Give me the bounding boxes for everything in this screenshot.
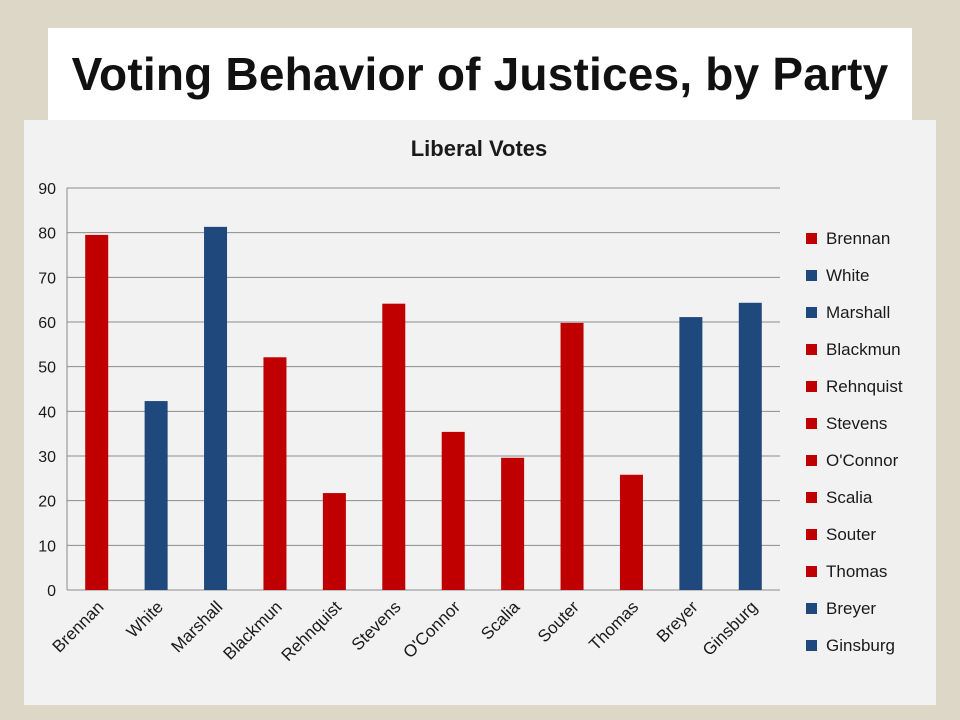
bar-brennan	[85, 234, 109, 590]
y-tick-label: 60	[38, 315, 56, 332]
legend-label: Thomas	[826, 561, 888, 581]
legend-label: Souter	[826, 524, 877, 544]
y-tick-label: 90	[38, 181, 56, 198]
y-tick-label: 0	[47, 583, 56, 600]
legend-swatch	[806, 270, 817, 281]
y-axis-ticks: 0 10 20 30 40 50 60 70 80 90	[38, 181, 56, 600]
x-tick-label: Marshall	[168, 597, 227, 656]
legend-swatch	[806, 233, 817, 244]
legend-swatch	[806, 640, 817, 651]
legend-swatch	[806, 381, 817, 392]
bar-thomas	[619, 474, 643, 590]
legend-label: Stevens	[826, 413, 888, 433]
x-tick-label: Thomas	[585, 597, 642, 654]
legend-item: Scalia	[806, 479, 946, 516]
y-tick-label: 20	[38, 494, 56, 511]
legend-swatch	[806, 344, 817, 355]
bar-rehnquist	[322, 493, 346, 590]
bar-chart: Liberal Votes 0 10 20 30 40 50 60 70 80 90 Brenna…	[38, 136, 780, 665]
legend-label: Scalia	[826, 487, 873, 507]
bar-ginsburg	[738, 302, 762, 590]
x-tick-label: Rehnquist	[278, 597, 346, 665]
legend-item: Ginsburg	[806, 627, 946, 664]
slide-title-box: Voting Behavior of Justices, by Party	[48, 28, 912, 120]
legend-label: O'Connor	[826, 450, 899, 470]
legend-label: Blackmun	[826, 339, 901, 359]
legend-item: Rehnquist	[806, 368, 946, 405]
legend-label: Brennan	[826, 228, 891, 248]
legend-label: Rehnquist	[826, 376, 903, 396]
bar-breyer	[679, 317, 703, 590]
slide-title: Voting Behavior of Justices, by Party	[71, 48, 889, 100]
x-tick-label: Breyer	[653, 597, 702, 646]
legend-label: Breyer	[826, 598, 877, 618]
bar-stevens	[382, 303, 406, 590]
legend-swatch	[806, 455, 817, 466]
x-tick-label: O'Connor	[400, 597, 465, 662]
y-tick-label: 40	[38, 404, 56, 421]
legend-swatch	[806, 307, 817, 318]
legend-item: Blackmun	[806, 331, 946, 368]
chart-title: Liberal Votes	[411, 136, 548, 161]
legend-label: Ginsburg	[826, 635, 895, 655]
x-tick-label: Brennan	[49, 597, 108, 656]
x-tick-label: White	[123, 597, 167, 641]
x-tick-label: Stevens	[348, 597, 405, 654]
legend-swatch	[806, 492, 817, 503]
legend-swatch	[806, 529, 817, 540]
bar-scalia	[501, 457, 525, 590]
chart-legend: Brennan White Marshall Blackmun Rehnquist Ste…	[806, 220, 946, 664]
bar-blackmun	[263, 357, 287, 590]
bars	[85, 226, 762, 591]
legend-swatch	[806, 418, 817, 429]
bar-white	[144, 401, 168, 590]
x-tick-label: Blackmun	[220, 597, 286, 663]
legend-item: Souter	[806, 516, 946, 553]
x-tick-label: Ginsburg	[699, 597, 761, 659]
legend-item: White	[806, 257, 946, 294]
legend-item: Marshall	[806, 294, 946, 331]
legend-label: White	[826, 265, 870, 285]
legend-item: Breyer	[806, 590, 946, 627]
y-tick-label: 80	[38, 226, 56, 243]
y-tick-label: 50	[38, 360, 56, 377]
y-tick-label: 70	[38, 270, 56, 287]
legend-swatch	[806, 603, 817, 614]
x-tick-label: Scalia	[477, 597, 524, 644]
legend-item: O'Connor	[806, 442, 946, 479]
legend-label: Marshall	[826, 302, 891, 322]
legend-item: Brennan	[806, 220, 946, 257]
legend-swatch	[806, 566, 817, 577]
gridlines	[66, 187, 780, 591]
y-tick-label: 10	[38, 538, 56, 555]
x-tick-label: Souter	[534, 597, 583, 646]
y-tick-label: 30	[38, 449, 56, 466]
bar-oconnor	[441, 431, 465, 590]
chart-panel: Liberal Votes 0 10 20 30 40 50 60 70 80 90 Brenna…	[24, 120, 936, 705]
legend-item: Stevens	[806, 405, 946, 442]
legend-item: Thomas	[806, 553, 946, 590]
bar-marshall	[204, 226, 228, 591]
bar-souter	[560, 322, 584, 590]
